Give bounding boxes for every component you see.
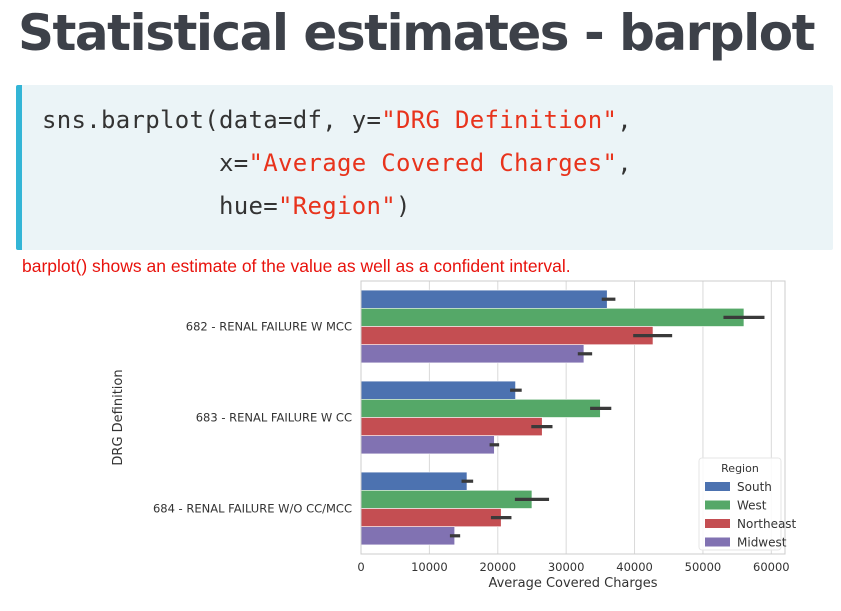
bar-midwest [360,435,495,455]
code-line1-prefix: sns.barplot(data=df, y= [42,106,382,134]
legend-label-west: West [737,499,767,513]
bar-midwest [360,526,455,546]
code-line2-suffix: , [617,149,632,177]
bar-south [360,380,516,400]
bar-northeast [360,417,543,437]
code-line3-string: "Region" [278,192,396,220]
legend-swatch-midwest [705,537,730,547]
code-line2-prefix: x= [42,149,249,177]
x-axis-label: Average Covered Charges [488,576,657,591]
bar-south [360,471,468,491]
x-tick-label: 20000 [479,560,516,574]
x-tick-label: 50000 [685,560,722,574]
legend-swatch-west [705,500,730,510]
x-tick-labels: 0 10000 20000 30000 40000 50000 60000 [357,560,789,574]
bars-group [360,289,745,546]
x-tick-label: 10000 [411,560,448,574]
code-line1-suffix: , [617,106,632,134]
code-block: sns.barplot(data=df, y="DRG Definition",… [16,85,833,250]
x-tick-label: 60000 [753,560,790,574]
plot-frame [360,280,786,555]
y-category-label: 682 - RENAL FAILURE W MCC [186,320,352,334]
legend: Region South West Northeast Midwest [698,457,797,551]
barplot-chart: 682 - RENAL FAILURE W MCC 683 - RENAL FAI… [111,280,797,591]
bar-northeast [360,508,502,528]
code-line3-prefix: hue= [42,192,278,220]
x-tick-label: 0 [357,560,364,574]
legend-swatch-south [705,482,730,491]
y-category-label: 684 - RENAL FAILURE W/O CC/MCC [153,502,352,516]
bar-west [360,490,533,509]
legend-title: Region [721,462,759,475]
code-text: sns.barplot(data=df, y="DRG Definition",… [42,99,632,228]
bar-west [360,307,745,327]
bar-south [360,289,608,309]
legend-label-northeast: Northeast [737,517,797,531]
code-line2-string: "Average Covered Charges" [248,149,618,177]
legend-swatch-northeast [705,519,730,528]
x-tick-label: 30000 [548,560,585,574]
slide-title: Statistical estimates - barplot [18,4,815,62]
legend-label-midwest: Midwest [737,536,787,550]
y-category-labels: 682 - RENAL FAILURE W MCC 683 - RENAL FAI… [153,320,352,516]
confidence-intervals-group [449,297,765,538]
slide-caption: barplot() shows an estimate of the value… [22,256,571,276]
bar-west [360,399,601,418]
y-category-label: 683 - RENAL FAILURE W CC [196,411,352,425]
legend-label-south: South [737,480,772,494]
bar-northeast [360,326,654,346]
code-line1-string: "DRG Definition" [381,106,618,134]
code-line3-suffix: ) [396,192,411,220]
bar-midwest [360,344,585,364]
y-axis-label: DRG Definition [111,369,126,465]
x-tick-label: 40000 [616,560,653,574]
